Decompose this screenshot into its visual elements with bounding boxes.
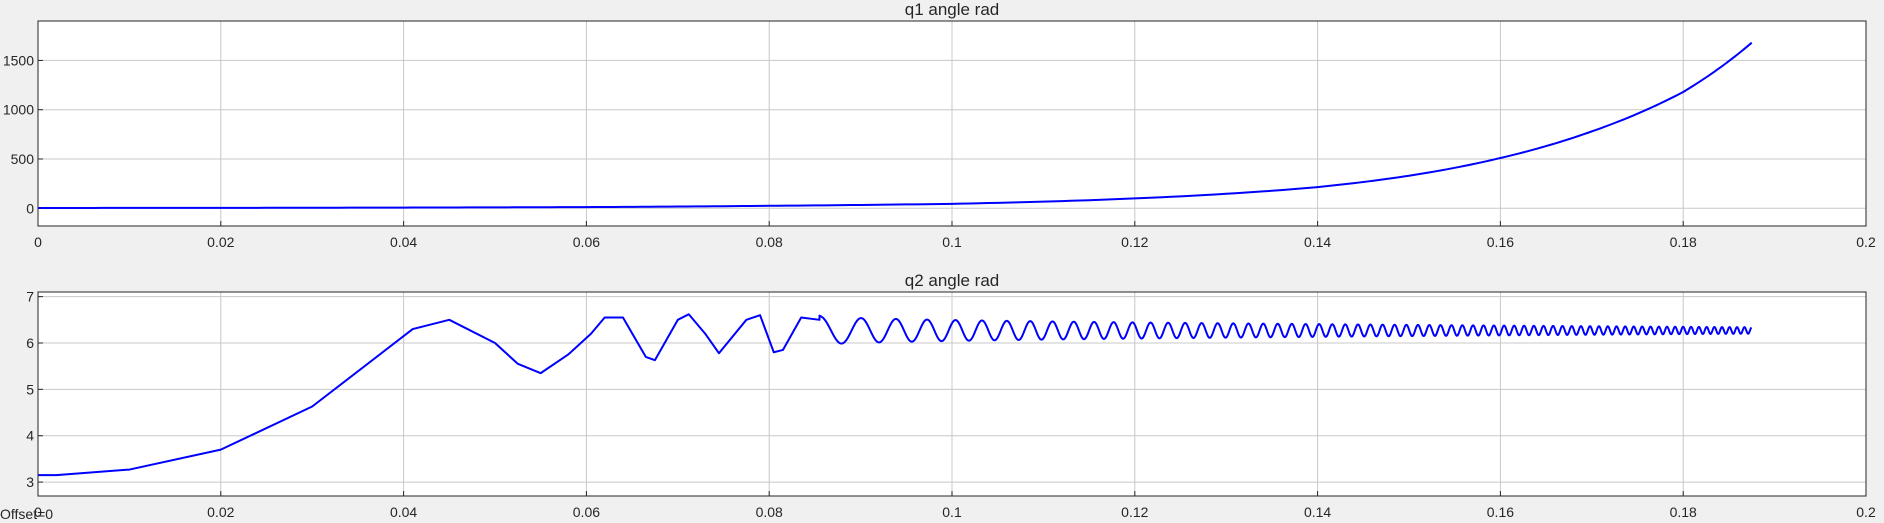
axes-q2-angle: q2 angle rad 0 0.02 0.04 0.06 0.08 0.1 0.12 0.14…: [26, 271, 1876, 520]
x-tick-label: 0.16: [1487, 504, 1514, 520]
series-line: [38, 41, 1753, 209]
axes-frame: [37, 20, 1867, 227]
x-tick-label: 0.04: [390, 504, 417, 520]
x-tick-label: 0.14: [1304, 234, 1331, 250]
x-tick-label: 0.08: [756, 504, 783, 520]
x-tick-label: 0.2: [1856, 504, 1876, 520]
y-tick-label: 1000: [3, 102, 34, 118]
x-tick-label: 0.2: [1856, 234, 1876, 250]
x-tick-label: 0.02: [207, 504, 234, 520]
y-tick-label: 5: [26, 381, 34, 397]
offset-label: Offset=0: [0, 506, 53, 522]
y-tick-label: 500: [11, 151, 35, 167]
x-tick-label: 0.08: [756, 234, 783, 250]
x-tick-label: 0.1: [942, 504, 962, 520]
axes-q1-angle: q1 angle rad 0 0.02 0.04 0.06 0.08 0.1 0.12 0.14…: [3, 0, 1876, 250]
x-tick-label: 0.16: [1487, 234, 1514, 250]
x-tick-label: 0.02: [207, 234, 234, 250]
y-tick-label: 1500: [3, 52, 34, 68]
y-tick-label: 0: [26, 200, 34, 216]
x-tick-label: 0.18: [1670, 234, 1697, 250]
x-tick-label: 0.18: [1670, 504, 1697, 520]
x-tick-label: 0.14: [1304, 504, 1331, 520]
chart-title: q2 angle rad: [905, 271, 1000, 290]
series-line: [38, 313, 1753, 477]
x-tick-label: 0.1: [942, 234, 962, 250]
y-tick-label: 3: [26, 474, 34, 490]
y-tick-label: 4: [26, 428, 34, 444]
x-tick-label: 0.06: [573, 234, 600, 250]
x-tick-label: 0: [34, 504, 42, 520]
x-tick-label: 0.12: [1121, 234, 1148, 250]
x-tick-label: 0.04: [390, 234, 417, 250]
axes-frame: [37, 291, 1867, 497]
x-tick-label: 0.12: [1121, 504, 1148, 520]
x-tick-label: 0: [34, 234, 42, 250]
y-tick-label: 7: [26, 289, 34, 305]
y-tick-label: 6: [26, 335, 34, 351]
x-tick-label: 0.06: [573, 504, 600, 520]
chart-title: q1 angle rad: [905, 0, 1000, 19]
